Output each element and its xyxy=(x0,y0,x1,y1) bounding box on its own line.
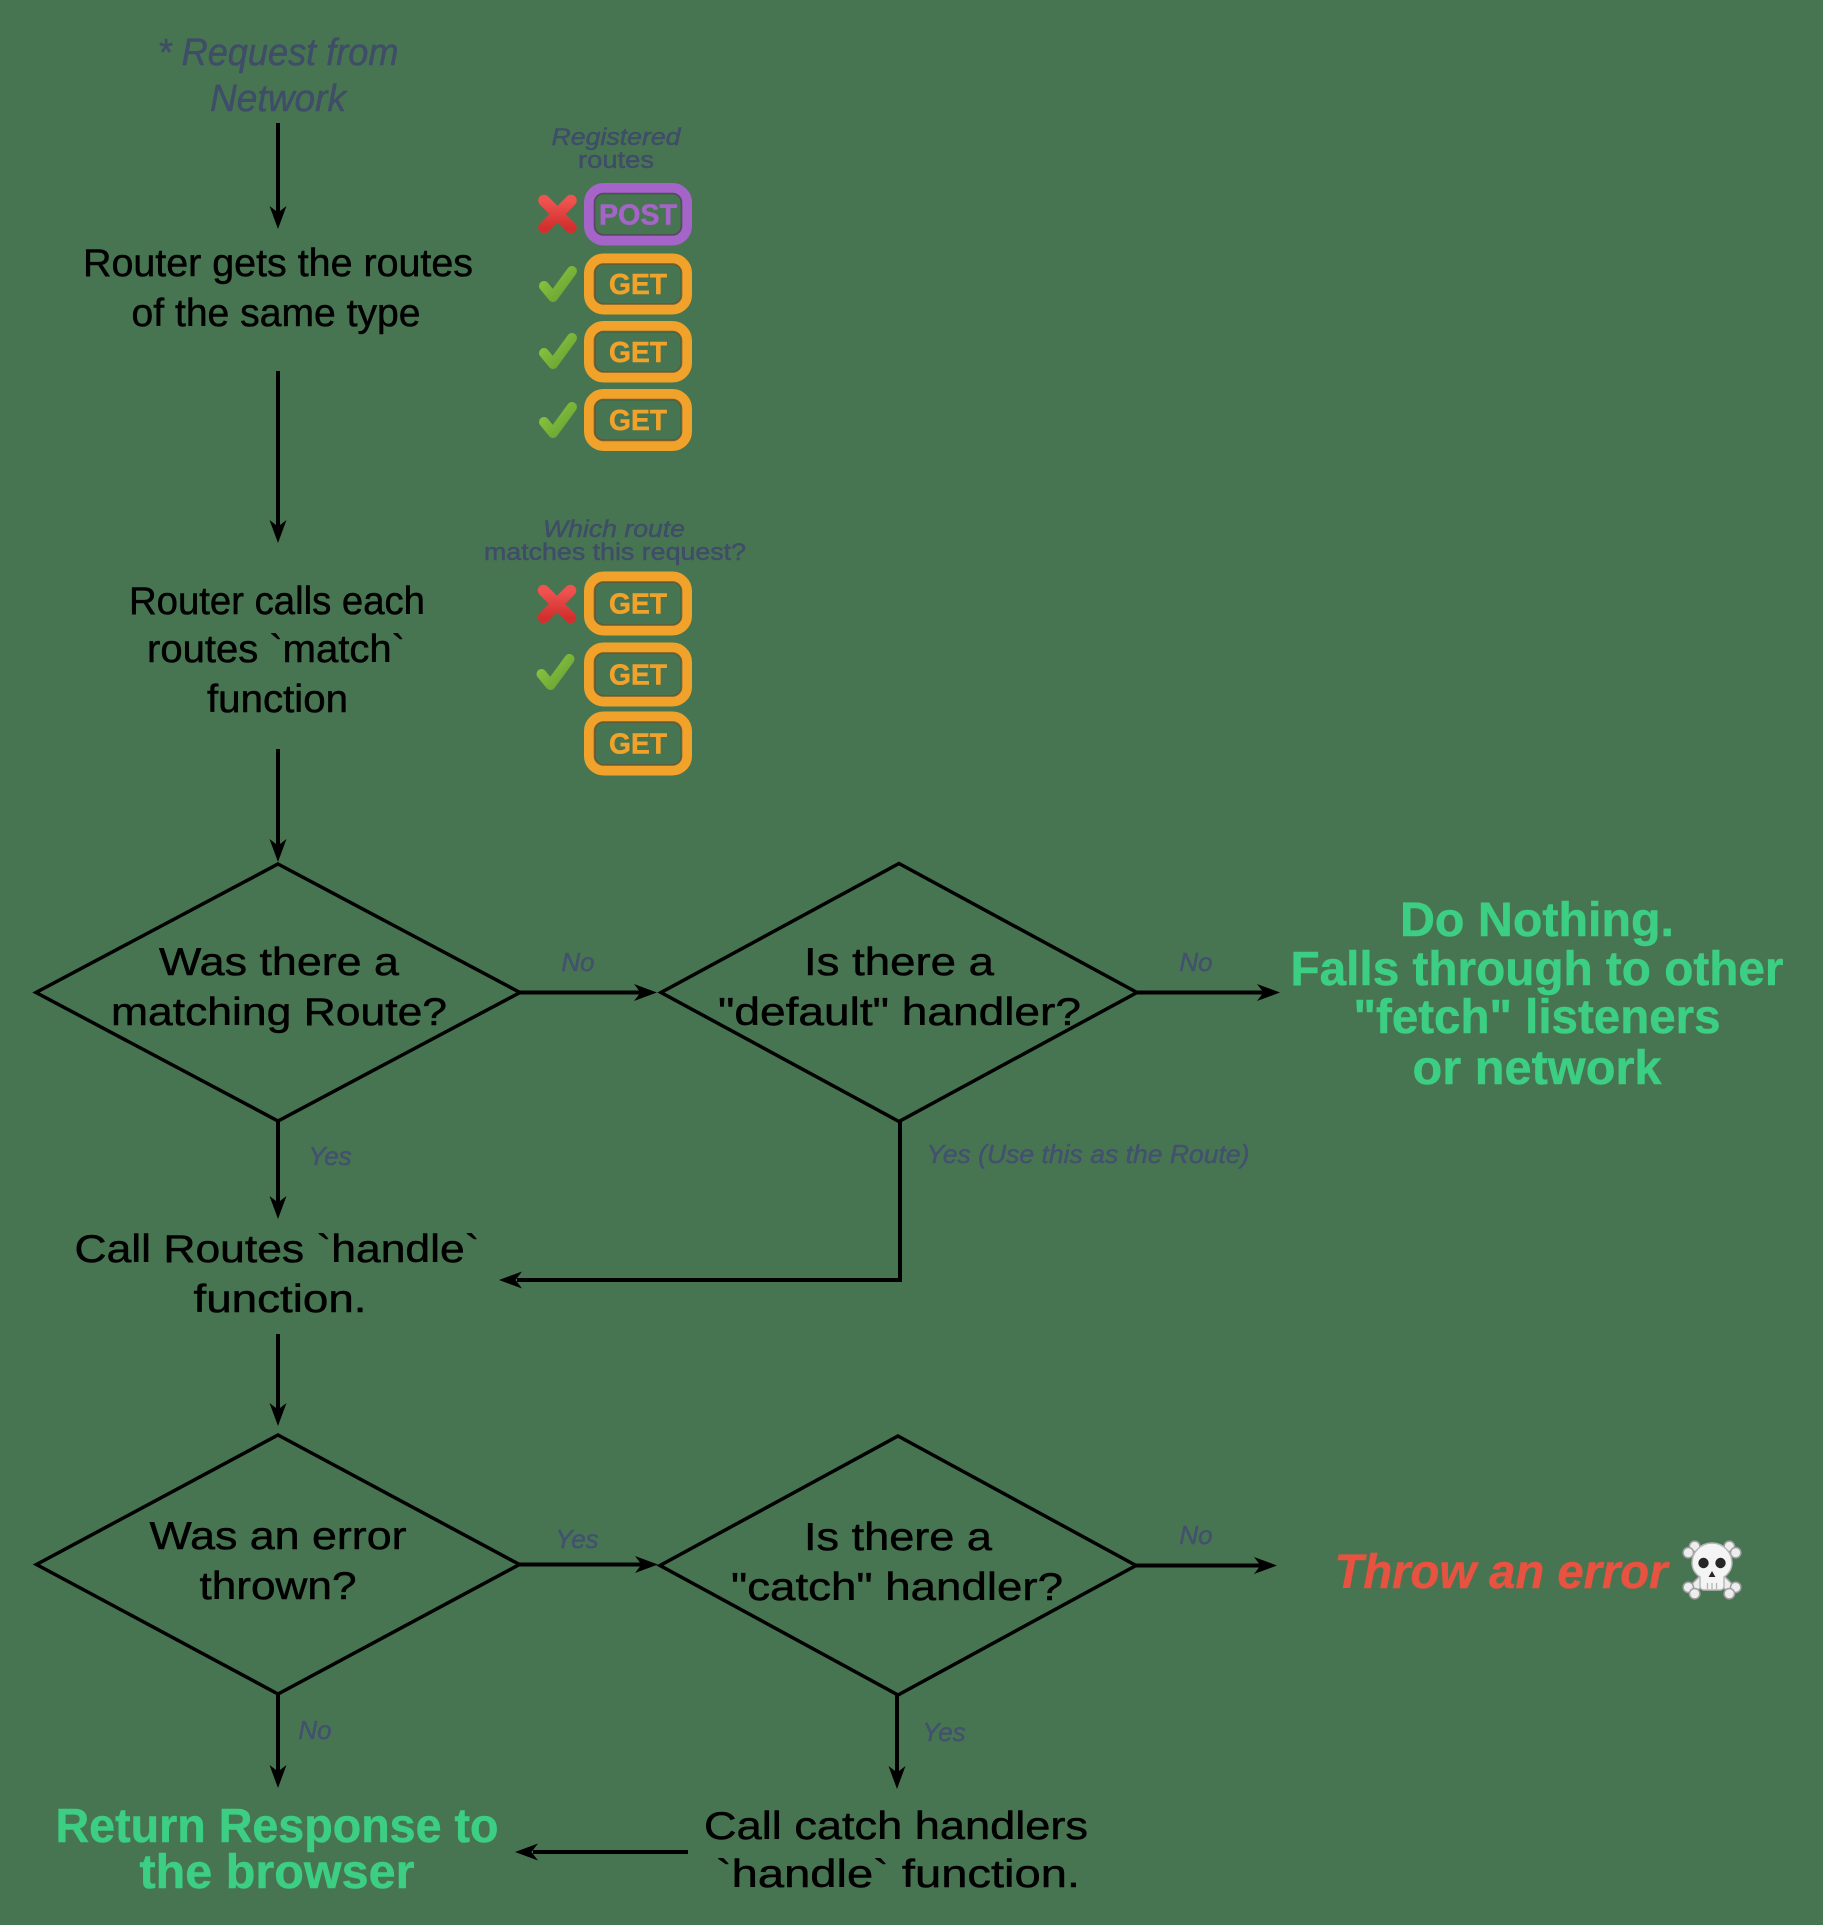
svg-text:No: No xyxy=(298,1715,331,1745)
svg-text:No: No xyxy=(561,947,594,977)
svg-text:* Request from: * Request from xyxy=(158,32,399,74)
svg-text:function: function xyxy=(207,678,348,721)
svg-text:Return Response to: Return Response to xyxy=(56,1800,499,1853)
svg-text:Yes: Yes xyxy=(308,1141,351,1171)
svg-text:GET: GET xyxy=(609,337,667,369)
svg-text:matches this request?: matches this request? xyxy=(484,539,746,566)
svg-text:matching Route?: matching Route? xyxy=(111,991,447,1034)
svg-text:Is there a: Is there a xyxy=(804,941,995,984)
svg-text:the browser: the browser xyxy=(140,1846,415,1899)
svg-text:Was an error: Was an error xyxy=(150,1515,407,1558)
svg-text:"default" handler?: "default" handler? xyxy=(718,991,1081,1034)
svg-text:GET: GET xyxy=(609,729,667,761)
svg-text:Which route: Which route xyxy=(543,516,685,543)
svg-text:Falls through to other: Falls through to other xyxy=(1291,943,1784,996)
svg-text:Yes (Use this as the Route): Yes (Use this as the Route) xyxy=(927,1139,1250,1169)
svg-text:POST: POST xyxy=(599,199,677,231)
svg-text:Yes: Yes xyxy=(555,1524,598,1554)
svg-text:Was there a: Was there a xyxy=(159,941,400,984)
svg-text:`handle` function.: `handle` function. xyxy=(716,1853,1080,1896)
svg-text:GET: GET xyxy=(609,589,667,621)
svg-text:routes: routes xyxy=(578,147,654,174)
svg-text:routes `match`: routes `match` xyxy=(147,628,405,671)
svg-text:of the same type: of the same type xyxy=(132,292,421,335)
svg-text:GET: GET xyxy=(609,405,667,437)
svg-text:Router calls each: Router calls each xyxy=(129,580,425,623)
svg-text:or network: or network xyxy=(1413,1042,1662,1095)
svg-text:Is there a: Is there a xyxy=(804,1516,993,1559)
svg-text:Registered: Registered xyxy=(552,124,682,151)
svg-text:No: No xyxy=(1179,1520,1212,1550)
svg-text:function.: function. xyxy=(194,1278,367,1321)
svg-text:No: No xyxy=(1179,947,1212,977)
svg-text:thrown?: thrown? xyxy=(200,1565,357,1608)
svg-text:Router gets the routes: Router gets the routes xyxy=(83,242,473,285)
svg-text:Yes: Yes xyxy=(922,1717,965,1747)
svg-text:GET: GET xyxy=(609,269,667,301)
svg-text:Do Nothing.: Do Nothing. xyxy=(1400,894,1674,947)
svg-text:"fetch" listeners: "fetch" listeners xyxy=(1354,991,1721,1044)
svg-text:Call Routes `handle`: Call Routes `handle` xyxy=(75,1228,480,1271)
svg-text:GET: GET xyxy=(609,660,667,692)
svg-text:Throw an error: Throw an error xyxy=(1335,1546,1670,1599)
svg-text:"catch" handler?: "catch" handler? xyxy=(731,1566,1063,1609)
svg-text:Call catch handlers: Call catch handlers xyxy=(704,1805,1088,1848)
svg-text:Network: Network xyxy=(210,78,348,120)
